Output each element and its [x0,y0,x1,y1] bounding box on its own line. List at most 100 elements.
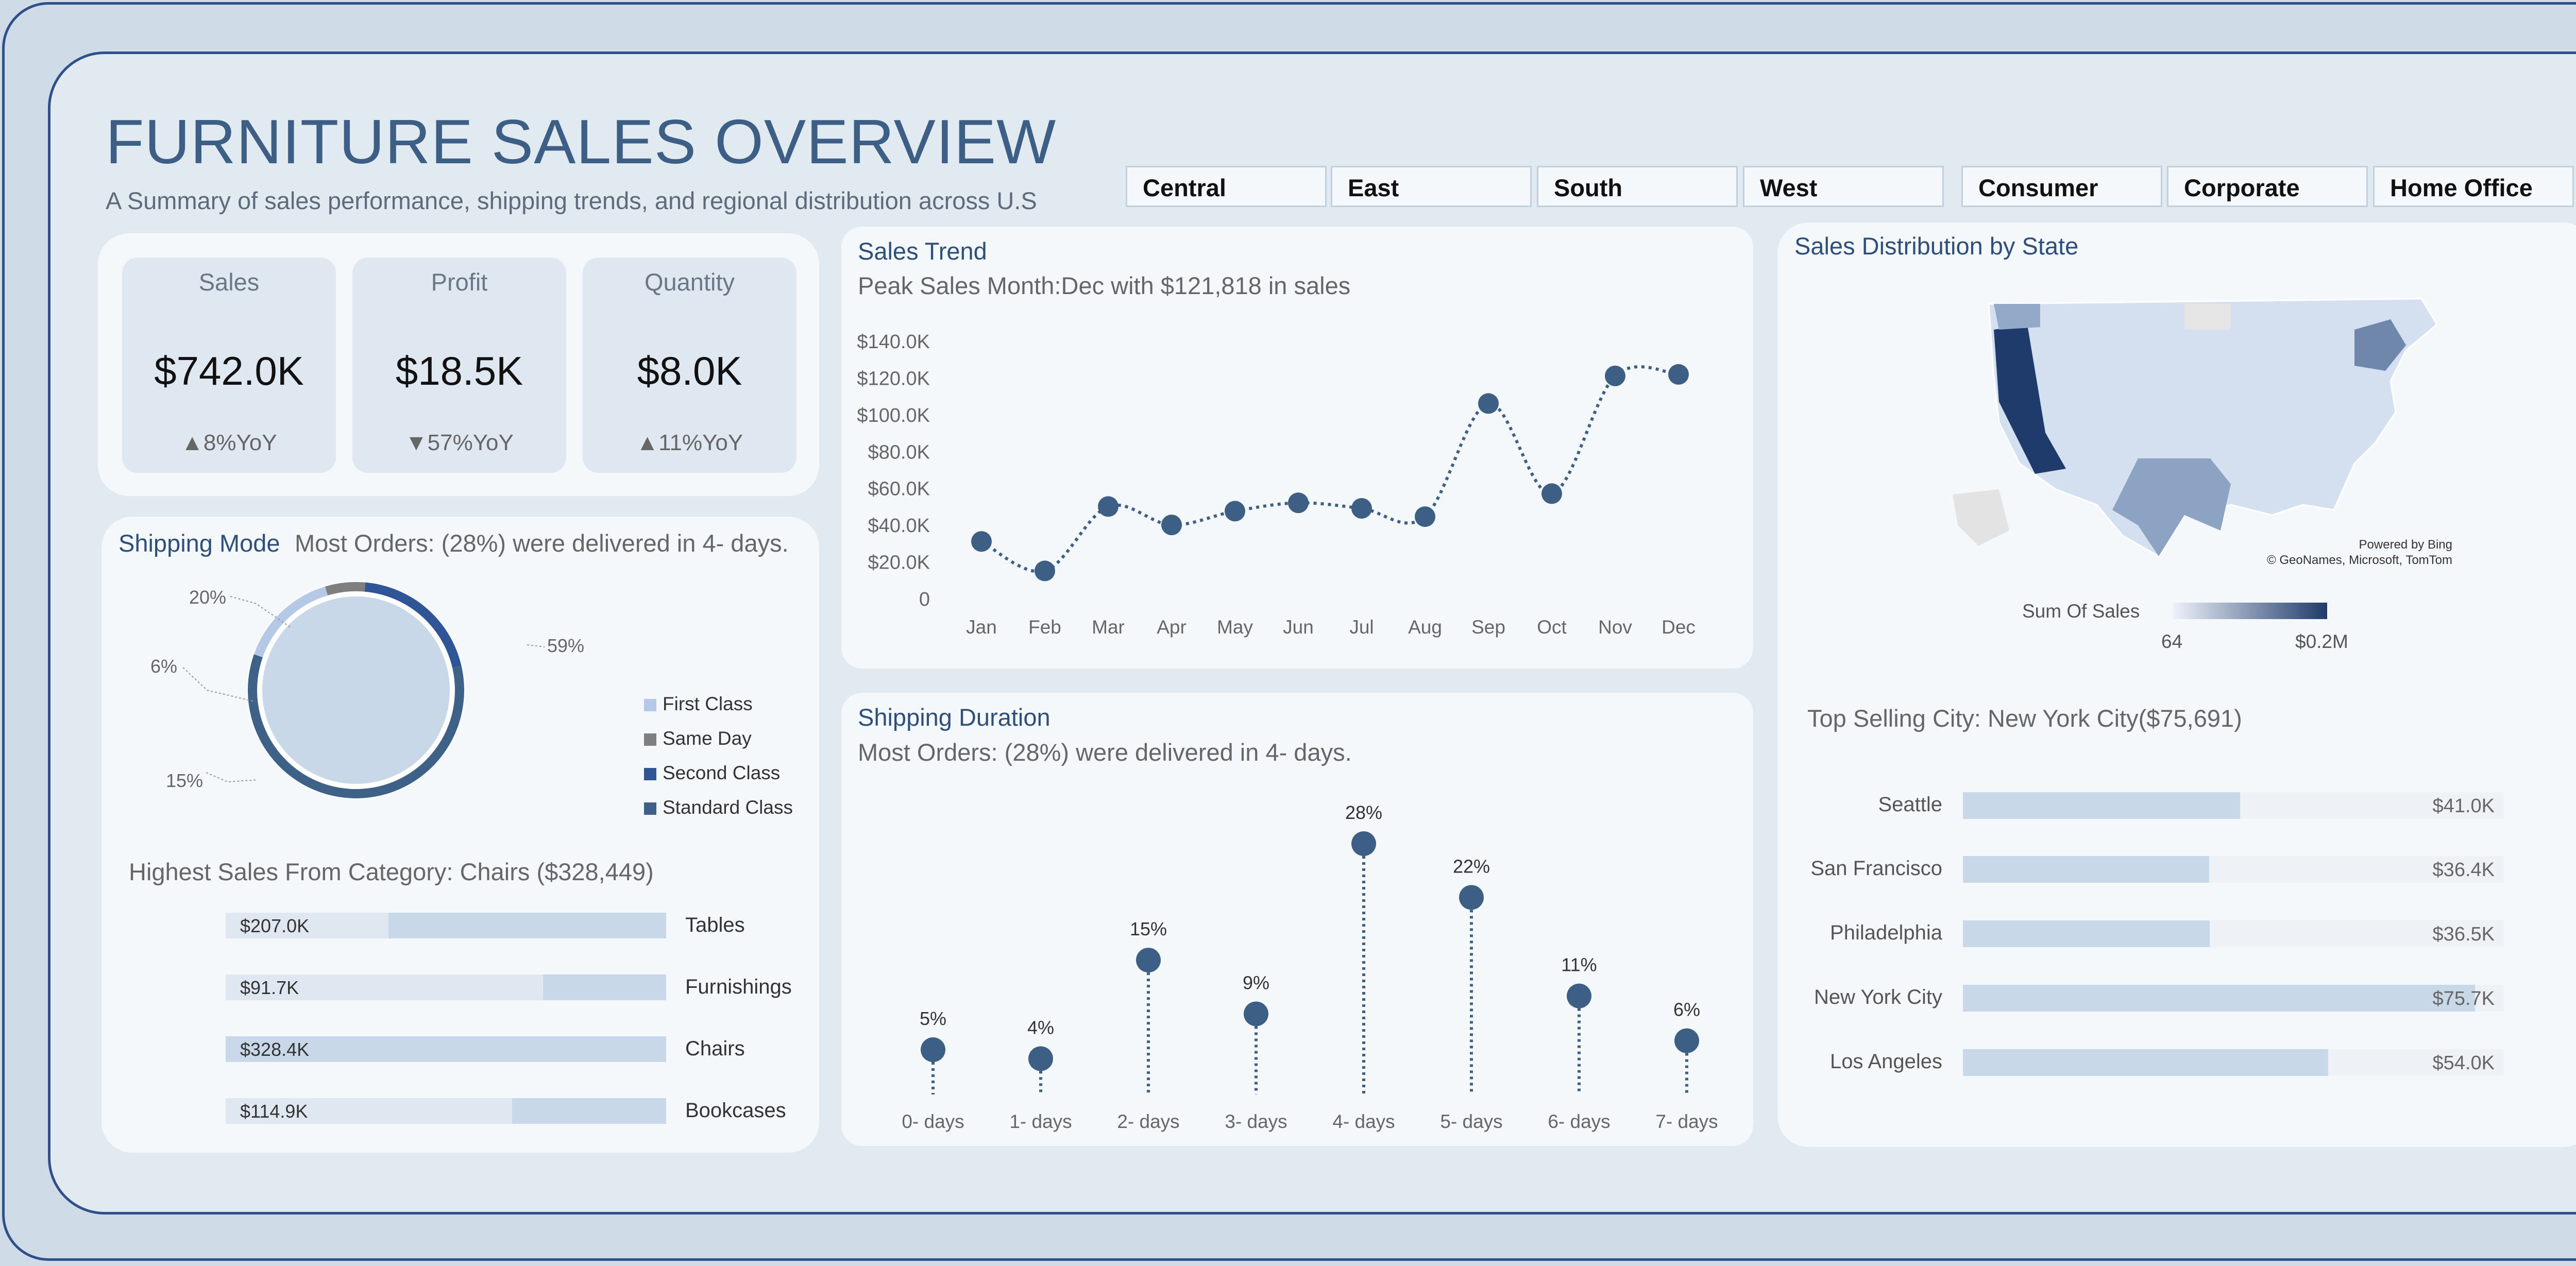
x-tick-label: 5- days [1440,1111,1502,1132]
donut-slice-second-class [364,582,462,668]
slicer-region-west[interactable]: West [1743,166,1944,207]
kpi-value: $18.5K [395,348,523,394]
sales-trend-panel [841,227,1753,669]
slicer-region-east[interactable]: East [1331,166,1532,207]
trend-point-apr[interactable] [1161,515,1182,536]
trend-point-feb[interactable] [1035,560,1055,581]
trend-point-jan[interactable] [971,531,992,552]
city-bar-row: $41.0K [1963,792,2504,819]
x-tick-label: Jun [1283,617,1314,638]
category-bar-row: $114.9K [226,1098,666,1124]
trend-point-nov[interactable] [1605,365,1625,386]
slicer-region-south[interactable]: South [1537,166,1738,207]
city-bar [1963,856,2209,883]
lollipop-point-3-days[interactable] [1244,1001,1268,1027]
data-label: 6% [1673,999,1700,1020]
trend-point-oct[interactable] [1541,483,1562,504]
city-bar [1963,792,2241,819]
alaska-shape [1953,489,2009,546]
city-bar [1963,920,2210,947]
x-tick-label: 7- days [1655,1111,1718,1132]
shipping-mode-donut-chart: 59% 15% 6% 20% [150,581,584,799]
top-city-note: Top Selling City: New York City($75,691) [1807,705,2242,732]
category-bar-value: $91.7K [240,977,299,998]
map-legend-gradient [2173,603,2327,619]
city-name: San Francisco [1810,857,1942,880]
legend-swatch [644,733,656,746]
city-bar-row: $36.4K [1963,856,2504,883]
kpi-delta: ▲11%YoY [636,430,743,455]
category-bar [226,1036,666,1062]
x-tick-label: Jul [1349,617,1374,638]
data-label: 22% [1453,856,1490,877]
trend-point-may[interactable] [1225,501,1245,522]
texas-shape [2112,458,2231,556]
shipping-duration-panel [841,693,1753,1146]
lollipop-point-5-days[interactable] [1459,885,1484,910]
y-tick-label: $120.0K [857,368,930,389]
shipping-duration-note: Most Orders: (28%) were delivered in 4- … [858,739,1352,766]
data-label: 11% [1561,954,1597,976]
legend-standard-class: Standard Class [644,797,793,818]
trend-point-mar[interactable] [1098,496,1118,517]
category-name: Bookcases [685,1099,786,1122]
lollipop-point-1-days[interactable] [1028,1046,1053,1071]
category-bar-value: $207.0K [240,915,310,936]
data-label: 15% [1130,918,1167,939]
donut-slice-same-day [325,582,366,596]
y-tick-label: $60.0K [868,478,930,500]
slicer-segment-consumer[interactable]: Consumer [1961,166,2162,207]
data-label: 4% [1027,1017,1054,1038]
category-name: Tables [685,914,745,936]
city-bar-row: $75.7K [1963,985,2504,1012]
shipping-mode-title: Shipping Mode [118,529,280,557]
us-mainland-shape [1988,298,2438,558]
x-tick-label: Feb [1028,617,1061,638]
trend-point-jun[interactable] [1288,492,1309,514]
legend-swatch [644,802,656,815]
legend-label: First Class [663,693,753,714]
trend-point-sep[interactable] [1478,393,1499,414]
category-bar [388,913,666,938]
legend-label: Standard Class [663,797,793,818]
slicer-segment-home-office[interactable]: Home Office [2373,166,2574,207]
trend-point-jul[interactable] [1351,498,1372,519]
category-bar [543,974,666,1000]
page-title: FURNITURE SALES OVERVIEW [106,107,1057,177]
category-bar [512,1098,666,1124]
kpi-card-quantity: Quantity $8.0K ▲11%YoY [583,258,796,473]
lollipop-point-7-days[interactable] [1674,1028,1699,1053]
y-tick-label: 0 [919,589,930,610]
x-tick-label: 2- days [1117,1111,1179,1132]
city-name: Seattle [1878,793,1942,816]
north-dakota-shape [2184,304,2231,330]
map-legend-max: $0.2M [2295,631,2348,652]
kpi-card-sales: Sales $742.0K ▲8%YoY [122,258,336,473]
x-tick-label: 0- days [902,1111,964,1132]
lollipop-point-0-days[interactable] [921,1037,945,1063]
city-bar-row: $36.5K [1963,920,2504,947]
city-bar-value: $41.0K [2432,795,2495,817]
category-bar-value: $328.4K [240,1039,310,1060]
legend-first-class: First Class [644,693,753,715]
lollipop-point-2-days[interactable] [1136,948,1161,973]
map-credit-geonames: © GeoNames, Microsoft, TomTom [2267,553,2452,567]
shipping-duration-chart: 5% 0- days 4% 1- days 15% 2- days 9% 3- days 28%… [902,802,1718,1132]
trend-point-dec[interactable] [1668,364,1689,385]
x-tick-label: Mar [1092,617,1125,638]
lollipop-point-4-days[interactable] [1351,831,1376,856]
slicer-segment-corporate[interactable]: Corporate [2167,166,2368,207]
y-tick-label: $140.0K [857,331,930,353]
city-name: Philadelphia [1830,921,1942,944]
donut-center [262,596,450,784]
slicer-region-central[interactable]: Central [1126,166,1327,207]
city-bar-value: $54.0K [2432,1052,2495,1074]
x-tick-label: Aug [1408,617,1442,638]
x-tick-label: 1- days [1009,1111,1072,1132]
trend-point-aug[interactable] [1415,506,1435,527]
kpi-label: Sales [198,268,260,296]
x-tick-label: Nov [1598,617,1632,638]
lollipop-point-6-days[interactable] [1567,983,1591,1008]
x-tick-label: 6- days [1548,1111,1610,1132]
category-bar-row: $207.0K [226,913,666,938]
